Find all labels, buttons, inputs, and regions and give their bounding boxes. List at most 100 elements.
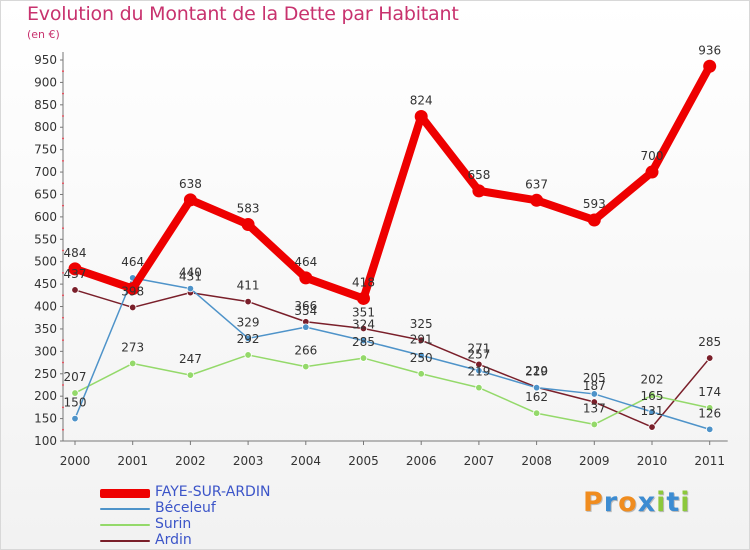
data-label-surin: 219: [467, 365, 490, 379]
data-point-faye-sur-ardin: [357, 291, 370, 305]
y-tick-label: 250: [34, 367, 57, 381]
data-label-beceleuf: 354: [294, 304, 317, 318]
logo-letter: t: [666, 487, 681, 518]
y-minor-tick: [62, 428, 64, 431]
y-minor-tick: [62, 92, 64, 95]
series-line-beceleuf: [74, 277, 711, 431]
data-label-beceleuf: 150: [64, 396, 87, 410]
x-tick-label: 2010: [637, 454, 668, 468]
data-label-ardin: 437: [64, 267, 87, 281]
y-minor-tick: [62, 384, 64, 386]
y-tick-label: 400: [34, 300, 57, 314]
y-tick-label: 300: [34, 344, 57, 358]
y-tick-label: 800: [34, 120, 57, 134]
data-point-surin: [648, 391, 656, 399]
chart-axes: 100 150 200 250 300 350 400 450 500 550 600 650 700 7…: [34, 52, 728, 468]
data-point-faye-sur-ardin: [530, 193, 544, 207]
series-line-ardin: [74, 289, 711, 428]
data-label-beceleuf: 126: [698, 406, 721, 420]
data-label-surin: 250: [410, 351, 433, 365]
logo-letter: x: [637, 487, 657, 518]
data-label-faye-sur-ardin: 418: [352, 275, 375, 289]
data-label-faye-sur-ardin: 824: [410, 93, 433, 107]
data-point-faye-sur-ardin: [703, 59, 717, 73]
data-point-surin: [244, 351, 252, 359]
data-point-ardin: [359, 324, 368, 333]
data-label-ardin: 220: [525, 364, 548, 378]
y-minor-tick: [62, 204, 64, 207]
x-tick-label: 2004: [291, 454, 322, 468]
y-minor-tick: [62, 159, 64, 162]
x-tick-label: 2001: [117, 454, 148, 468]
y-tick-label: 200: [34, 389, 57, 403]
y-minor-tick: [62, 361, 64, 364]
data-label-faye-sur-ardin: 936: [698, 43, 721, 57]
legend-swatch-beceleuf: [100, 508, 150, 510]
data-label-beceleuf: 440: [179, 266, 202, 280]
y-minor-tick: [62, 249, 64, 252]
data-label-surin: 247: [179, 352, 202, 366]
data-label-ardin: 285: [698, 335, 721, 349]
data-point-faye-sur-ardin: [183, 193, 197, 207]
data-label-faye-sur-ardin: 637: [525, 177, 548, 191]
data-label-ardin: 366: [294, 299, 317, 313]
data-point-faye-sur-ardin: [645, 165, 659, 179]
legend-label-beceleuf: Béceleuf: [155, 500, 216, 516]
data-label-ardin: 271: [467, 341, 490, 355]
data-label-beceleuf: 329: [237, 315, 260, 329]
data-label-beceleuf: 464: [121, 255, 144, 269]
chart-series: [68, 59, 717, 434]
data-label-beceleuf: 291: [410, 332, 433, 346]
legend-swatch-surin: [100, 524, 150, 526]
y-minor-tick: [62, 272, 64, 274]
y-tick-label: 700: [34, 165, 57, 179]
data-label-surin: 285: [352, 335, 375, 349]
proxiti-logo: Proxiti: [583, 487, 691, 518]
data-point-beceleuf: [302, 323, 310, 331]
data-label-faye-sur-ardin: 638: [179, 177, 202, 191]
data-point-beceleuf: [475, 366, 483, 375]
data-point-faye-sur-ardin: [68, 262, 82, 276]
data-label-faye-sur-ardin: 658: [467, 168, 490, 182]
y-minor-tick: [62, 70, 64, 73]
data-point-beceleuf: [359, 336, 368, 345]
legend-swatch-ardin: [100, 540, 150, 542]
x-tick-label: 2011: [694, 454, 725, 468]
data-point-surin: [532, 409, 541, 417]
data-point-surin: [71, 389, 79, 397]
data-point-beceleuf: [71, 414, 79, 423]
data-point-ardin: [706, 354, 714, 362]
data-point-surin: [359, 354, 368, 362]
data-label-surin: 162: [525, 390, 548, 404]
logo-letter: i: [680, 487, 691, 518]
data-label-faye-sur-ardin: 484: [64, 246, 87, 260]
x-tick-label: 2000: [60, 454, 91, 468]
data-point-beceleuf: [186, 284, 195, 293]
x-tick-label: 2005: [348, 454, 379, 468]
data-point-surin: [128, 359, 137, 368]
data-label-surin: 202: [641, 372, 664, 386]
y-tick-label: 950: [34, 53, 57, 67]
data-point-faye-sur-ardin: [587, 213, 601, 227]
y-minor-tick: [62, 227, 64, 229]
data-point-ardin: [71, 286, 79, 294]
chart-subtitle: (en €): [27, 28, 60, 41]
legend-label-faye-sur-ardin: FAYE-SUR-ARDIN: [155, 484, 271, 500]
legend-swatch-faye-sur-ardin: [100, 488, 150, 498]
y-tick-label: 550: [34, 232, 57, 246]
y-minor-tick: [62, 316, 64, 319]
x-tick-label: 2006: [406, 454, 437, 468]
data-point-surin: [186, 371, 195, 379]
data-label-ardin: 398: [121, 284, 144, 298]
series-line-faye-sur-ardin: [71, 62, 714, 303]
y-tick-label: 650: [34, 187, 57, 201]
y-tick-label: 350: [34, 322, 57, 336]
logo-letter: o: [618, 487, 638, 518]
data-label-ardin: 187: [583, 379, 606, 393]
y-tick-label: 500: [34, 255, 57, 269]
data-label-surin: 292: [237, 332, 260, 346]
data-point-surin: [590, 420, 598, 429]
y-minor-tick: [62, 137, 64, 140]
data-point-ardin: [590, 398, 598, 406]
